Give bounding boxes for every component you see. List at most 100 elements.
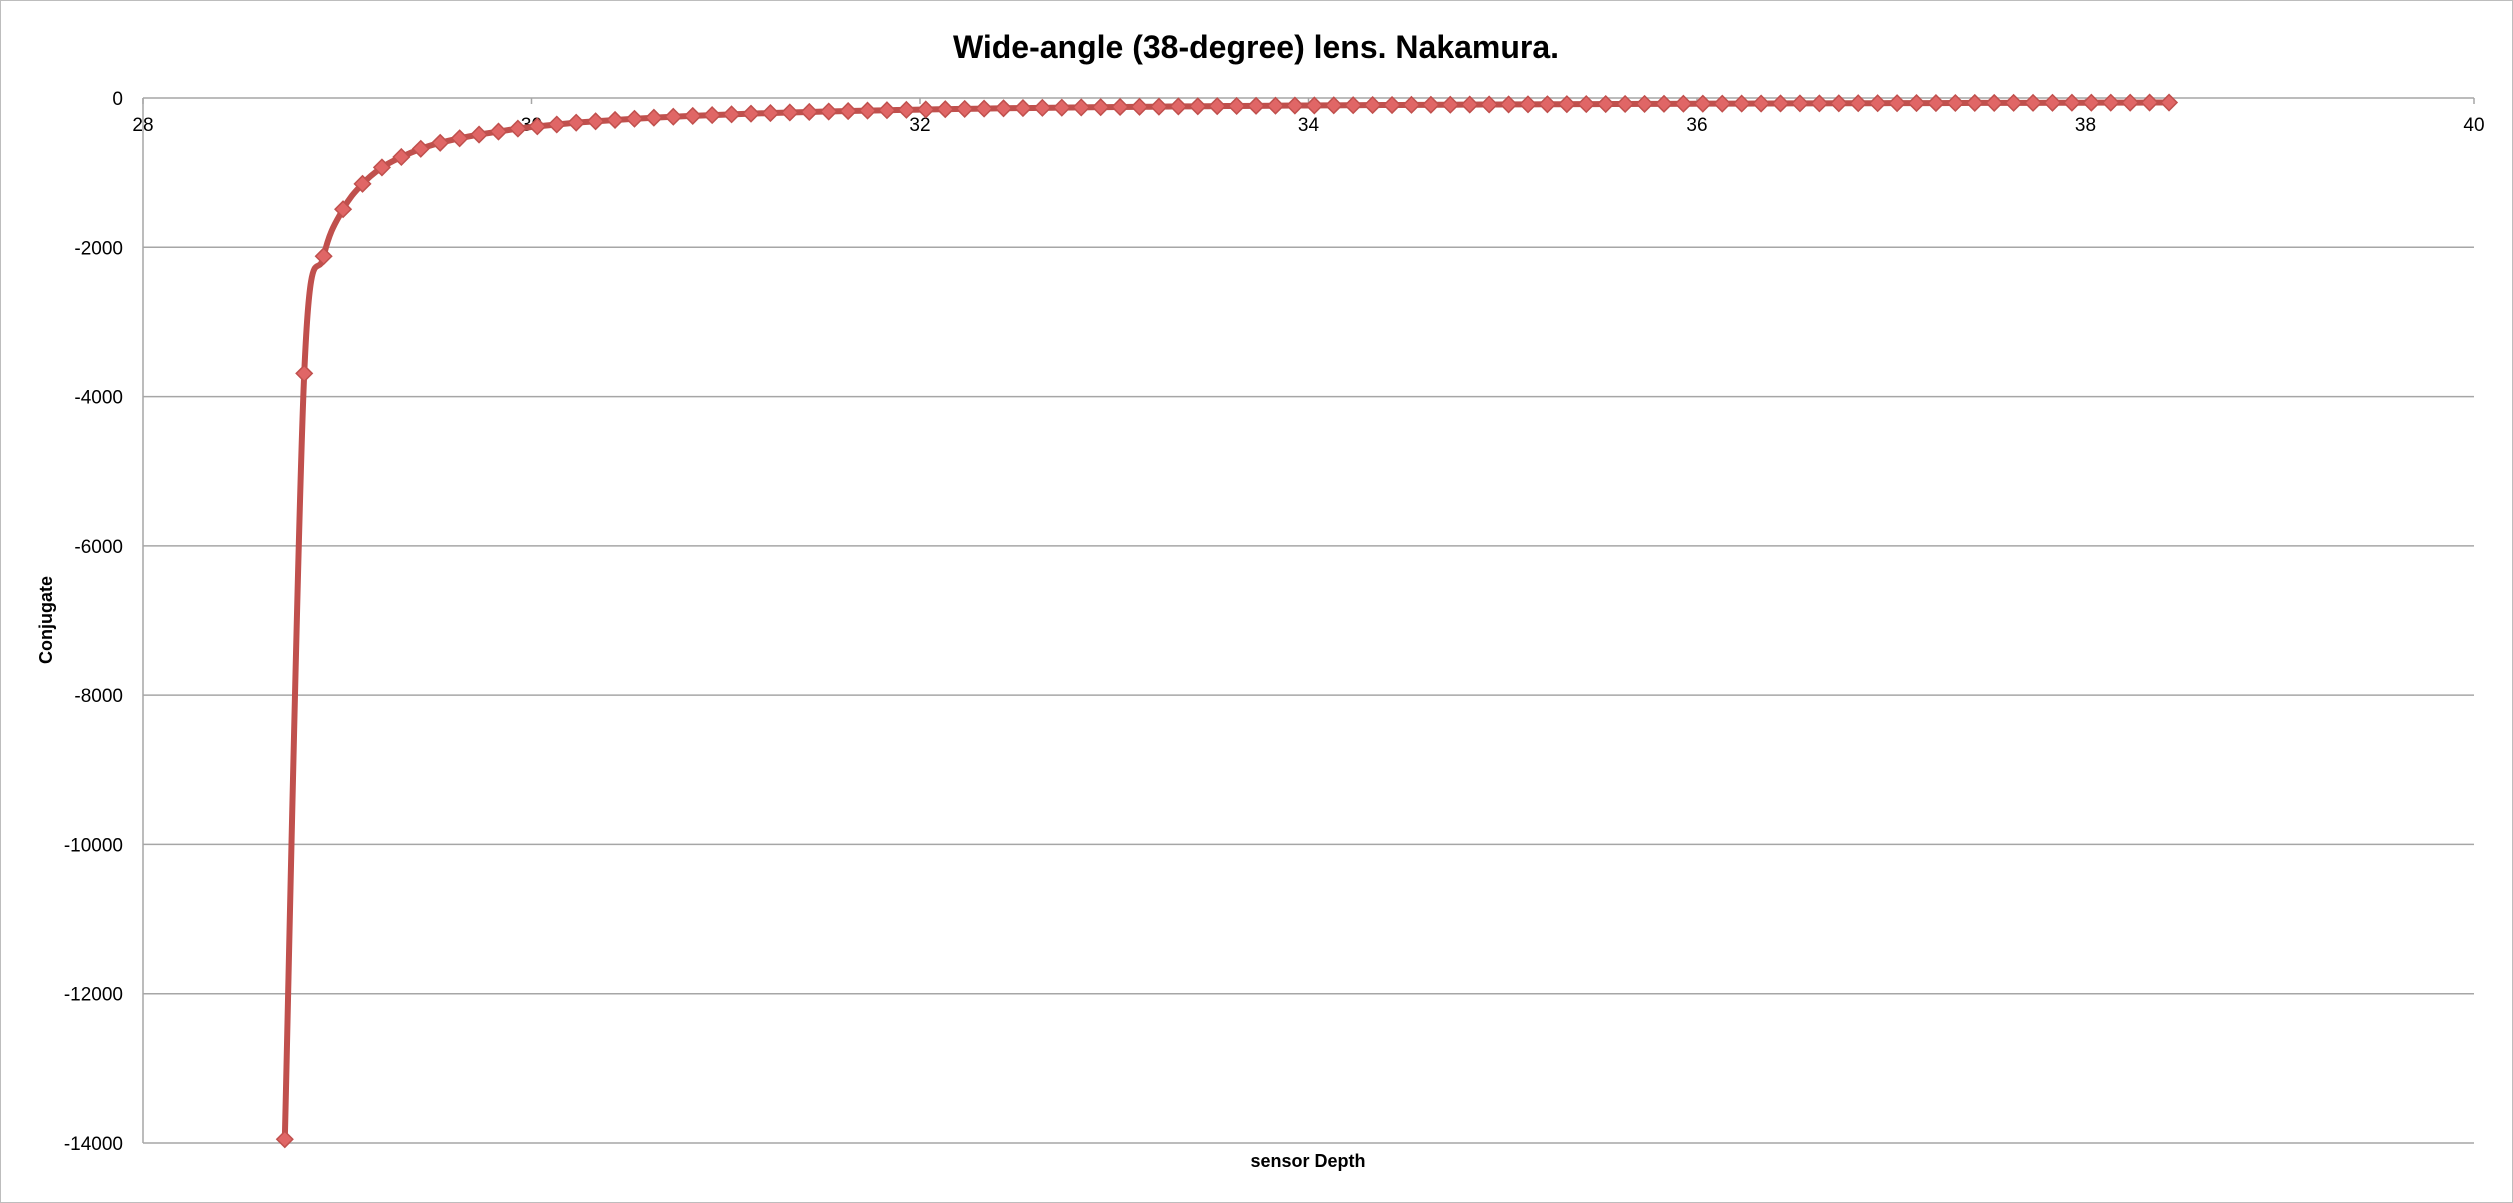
data-point-17 bbox=[605, 110, 625, 130]
data-point-14 bbox=[547, 115, 566, 134]
data-point-87 bbox=[1965, 93, 1984, 112]
data-point-46 bbox=[1169, 97, 1188, 116]
series-markers bbox=[275, 93, 2179, 1149]
data-point-35 bbox=[955, 99, 974, 118]
y-tick-label: -10000 bbox=[64, 835, 123, 856]
data-point-59 bbox=[1421, 95, 1440, 114]
y-tick-label: -14000 bbox=[64, 1134, 123, 1155]
data-point-6 bbox=[392, 147, 411, 167]
data-point-50 bbox=[1246, 96, 1266, 115]
data-point-83 bbox=[1888, 94, 1907, 113]
data-point-8 bbox=[431, 133, 450, 152]
data-point-13 bbox=[528, 117, 547, 136]
data-point-33 bbox=[916, 100, 935, 119]
data-point-93 bbox=[2082, 93, 2101, 112]
data-point-54 bbox=[1324, 96, 1343, 115]
data-point-79 bbox=[1810, 94, 1829, 113]
data-point-94 bbox=[2101, 93, 2120, 112]
data-point-37 bbox=[994, 99, 1013, 118]
data-point-15 bbox=[567, 113, 586, 132]
data-point-7 bbox=[411, 139, 430, 158]
data-point-96 bbox=[2140, 93, 2159, 112]
data-point-2 bbox=[314, 247, 333, 266]
data-point-75 bbox=[1732, 94, 1751, 113]
data-point-16 bbox=[586, 112, 605, 131]
y-axis-label: Conjugate bbox=[36, 576, 56, 664]
data-point-22 bbox=[703, 106, 722, 125]
data-point-41 bbox=[1072, 98, 1091, 117]
data-point-32 bbox=[897, 100, 916, 119]
data-point-55 bbox=[1344, 96, 1363, 115]
data-point-52 bbox=[1285, 96, 1304, 115]
data-point-65 bbox=[1538, 95, 1557, 114]
data-point-34 bbox=[936, 100, 955, 119]
data-point-80 bbox=[1829, 94, 1848, 113]
y-tick-label: 0 bbox=[112, 89, 123, 110]
data-point-20 bbox=[664, 107, 683, 126]
data-point-71 bbox=[1654, 94, 1674, 113]
x-tick-label: 34 bbox=[1298, 115, 1320, 136]
data-point-64 bbox=[1518, 95, 1538, 114]
data-point-45 bbox=[1149, 97, 1168, 116]
data-point-68 bbox=[1596, 94, 1615, 114]
data-point-67 bbox=[1577, 95, 1596, 114]
data-point-3 bbox=[334, 200, 353, 219]
data-point-69 bbox=[1616, 94, 1635, 114]
data-point-11 bbox=[489, 122, 508, 141]
data-point-29 bbox=[839, 102, 858, 121]
data-point-97 bbox=[2159, 93, 2179, 112]
data-point-77 bbox=[1771, 94, 1790, 113]
data-point-92 bbox=[2062, 93, 2081, 112]
data-point-56 bbox=[1363, 96, 1382, 115]
data-point-24 bbox=[741, 104, 761, 123]
data-point-9 bbox=[450, 129, 469, 148]
data-point-82 bbox=[1868, 94, 1887, 113]
data-point-47 bbox=[1188, 97, 1207, 116]
data-point-23 bbox=[722, 105, 741, 124]
data-point-43 bbox=[1111, 97, 1130, 117]
data-point-51 bbox=[1266, 96, 1285, 115]
data-point-10 bbox=[469, 125, 489, 144]
data-point-89 bbox=[2004, 93, 2023, 112]
x-tick-label: 40 bbox=[2463, 115, 2484, 136]
x-tick-label: 28 bbox=[132, 115, 153, 136]
data-point-78 bbox=[1790, 94, 1810, 113]
data-point-26 bbox=[780, 103, 799, 122]
data-point-36 bbox=[975, 99, 994, 118]
data-point-21 bbox=[683, 106, 702, 125]
data-point-25 bbox=[761, 104, 780, 123]
data-point-4 bbox=[353, 174, 372, 193]
data-point-84 bbox=[1907, 94, 1926, 113]
data-point-85 bbox=[1926, 94, 1945, 113]
data-point-1 bbox=[295, 364, 314, 383]
data-point-40 bbox=[1052, 98, 1071, 117]
data-point-74 bbox=[1713, 94, 1732, 113]
data-point-66 bbox=[1557, 95, 1576, 114]
data-point-48 bbox=[1208, 97, 1227, 116]
data-point-39 bbox=[1033, 98, 1052, 117]
data-point-0 bbox=[275, 1130, 294, 1149]
x-tick-label: 36 bbox=[1686, 115, 1707, 136]
data-point-73 bbox=[1693, 94, 1712, 113]
data-point-18 bbox=[625, 109, 644, 128]
y-tick-label: -2000 bbox=[74, 238, 123, 259]
data-point-60 bbox=[1441, 95, 1460, 114]
y-tick-label: -8000 bbox=[74, 686, 123, 707]
y-axis-ticks: 0 -2000 -4000 -6000 -8000 -10000 -12000 -14000 bbox=[64, 89, 123, 1155]
data-point-30 bbox=[858, 101, 877, 120]
data-point-63 bbox=[1499, 95, 1518, 114]
data-point-5 bbox=[372, 158, 391, 177]
data-point-42 bbox=[1091, 98, 1110, 117]
data-point-86 bbox=[1946, 93, 1965, 113]
data-point-61 bbox=[1460, 95, 1479, 114]
data-point-91 bbox=[2043, 93, 2062, 112]
data-point-19 bbox=[644, 108, 663, 127]
x-tick-label: 32 bbox=[909, 115, 930, 136]
data-point-28 bbox=[819, 102, 838, 121]
x-tick-label: 38 bbox=[2075, 115, 2096, 136]
series-line bbox=[281, 99, 2173, 1143]
data-point-76 bbox=[1752, 94, 1771, 113]
gridlines bbox=[142, 97, 2475, 1144]
data-point-95 bbox=[2121, 93, 2140, 112]
